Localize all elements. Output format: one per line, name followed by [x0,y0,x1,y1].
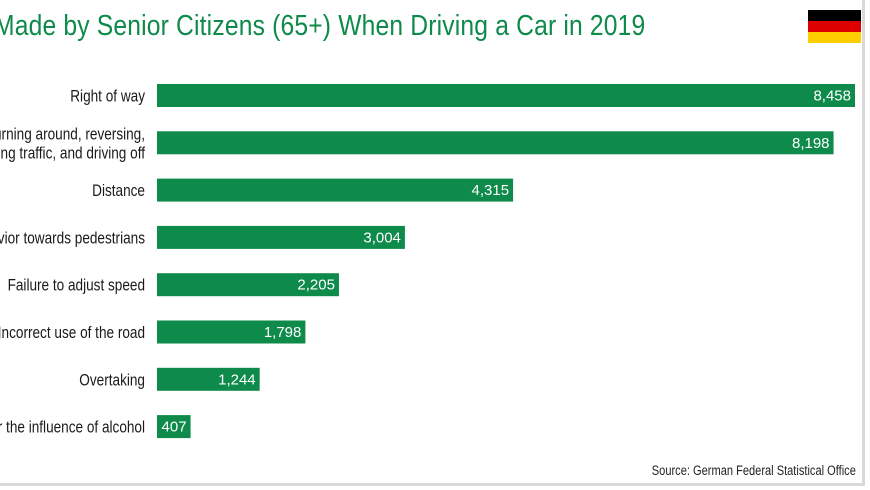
category-label-6: Overtaking [79,371,145,390]
bar-6 [157,367,260,391]
value-label-1: 8,198 [792,135,830,152]
category-label-5: Incorrect use of the road [0,324,145,343]
category-label-4: Failure to adjust speed [8,276,145,295]
category-label-1-line-1: ng traffic, and driving off [1,144,146,163]
value-label-7: 407 [162,419,187,436]
bar-5 [157,320,306,344]
bar-0 [157,84,855,107]
bar-7 [157,415,191,439]
value-label-0: 8,458 [813,88,851,105]
germany-flag-icon [808,10,861,43]
value-label-3: 3,004 [363,229,401,246]
value-label-6: 1,244 [218,371,256,388]
value-label-5: 1,798 [264,324,302,341]
flag-stripe-black [808,10,861,21]
flag-stripe-red [808,21,861,32]
bar-1 [157,131,834,155]
category-label-0: Right of way [70,87,145,106]
bar-3 [157,225,405,249]
bar-2 [157,178,514,202]
category-label-3: avior towards pedestrians [0,229,145,248]
chart-title: Made by Senior Citizens (65+) When Drivi… [0,10,646,42]
category-label-7: r the influence of alcohol [0,418,145,437]
source-note: Source: German Federal Statistical Offic… [651,463,856,478]
value-label-4: 2,205 [297,277,335,294]
value-label-2: 4,315 [472,182,510,199]
category-label-2: Distance [92,182,145,201]
bar-4 [157,273,339,297]
flag-stripe-gold [808,32,861,43]
category-label-1-line-0: urning around, reversing, [0,125,145,144]
